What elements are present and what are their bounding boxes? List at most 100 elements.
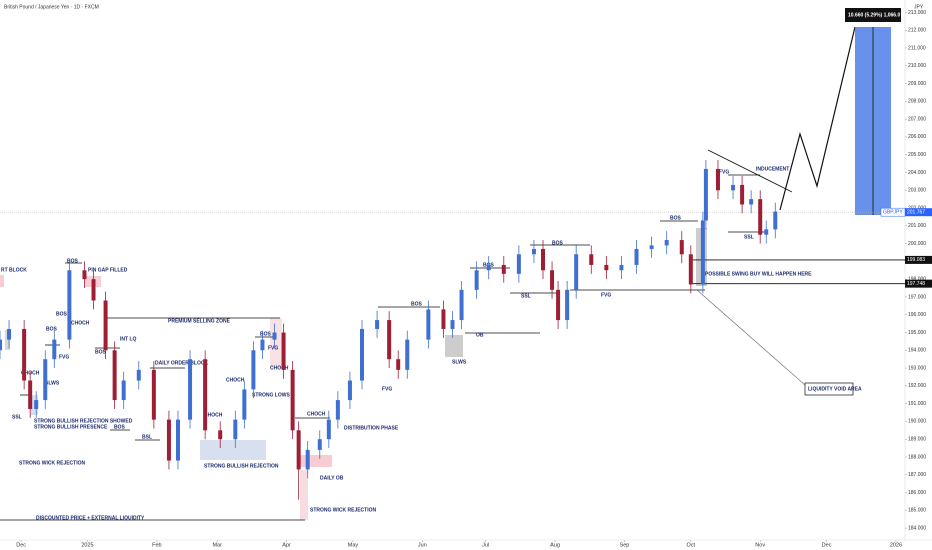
annotation: DISTRIBUTION PHASE: [344, 425, 399, 431]
candle-body: [218, 430, 223, 440]
candle-body: [703, 168, 708, 221]
candle-body: [290, 369, 295, 431]
annotation: PIN GAP FILLED: [88, 267, 128, 273]
candle-body: [664, 240, 669, 246]
y-tick-label: 188.000: [908, 454, 926, 460]
candle-body: [305, 449, 310, 470]
y-tick-label: 208.000: [908, 99, 926, 105]
candle-body: [233, 419, 238, 440]
candle-body: [773, 211, 778, 230]
price-tag-label: 197.748: [907, 281, 925, 287]
candle-body: [242, 389, 247, 420]
annotation: CHOCH: [307, 411, 326, 417]
price-tag-label: 199.083: [907, 257, 925, 263]
candle-body: [34, 400, 39, 409]
y-tick-label: 189.000: [908, 437, 926, 443]
y-tick-label: 206.000: [908, 134, 926, 140]
candle-body: [28, 380, 33, 409]
candle-body: [634, 248, 639, 265]
y-tick-label: 198.000: [908, 276, 926, 282]
annotation: INT LQ: [120, 336, 136, 342]
candle-body: [764, 229, 769, 235]
candle-body: [375, 320, 380, 329]
candle-body: [326, 419, 331, 440]
y-tick-label: 204.000: [908, 170, 926, 176]
annotation: SSL: [12, 414, 22, 420]
candle-body: [405, 339, 410, 370]
candle-body: [281, 332, 286, 370]
candle-body: [43, 359, 48, 401]
label-box: [804, 382, 854, 396]
candle-body: [731, 184, 736, 191]
candle-body: [347, 380, 352, 401]
annotation: SSL: [744, 234, 754, 240]
annotations: RT BLOCK SSL CHOCH SLWS FVG BOS BOS CHOC…: [1, 12, 900, 521]
annotation: BOS: [670, 215, 682, 221]
candle-body: [251, 350, 256, 390]
candle-body: [740, 184, 745, 205]
zone: [5, 330, 10, 350]
candle-body: [541, 248, 545, 271]
candle-body: [574, 254, 579, 290]
annotation: STRONG WICK REJECTION: [310, 507, 377, 513]
y-tick-label: 194.000: [908, 348, 926, 354]
annotation: STRONG WICK REJECTION: [19, 460, 86, 466]
candle-body: [91, 279, 96, 301]
y-tick-label: 212.000: [908, 28, 926, 34]
candle-body: [688, 254, 693, 285]
x-tick-label: Mar: [212, 542, 222, 548]
annotation: STRONG BULLISH REJECTION: [204, 463, 279, 469]
candle-body: [67, 270, 72, 340]
candle-body: [22, 328, 27, 381]
annotation: FVG: [719, 169, 729, 175]
y-tick-label: 209.000: [908, 81, 926, 87]
y-tick-label: 185.000: [908, 508, 926, 514]
annotation: DISCOUNTED PRICE + EXTERNAL LIQUIDITY: [36, 515, 145, 521]
candle-body: [604, 264, 609, 271]
candle-body: [82, 270, 87, 280]
candle-body: [474, 270, 479, 290]
candle-body: [516, 254, 521, 274]
x-tick-label: Feb: [152, 542, 161, 548]
y-tick-label: 213.000: [908, 10, 926, 16]
annotation: DAILY OB: [320, 475, 344, 481]
annotation: RT BLOCK: [1, 267, 27, 273]
candle-body: [589, 254, 594, 265]
annotation: OB: [476, 332, 484, 338]
zone: [300, 455, 332, 467]
candle-body: [188, 359, 193, 420]
candle-body: [103, 300, 108, 351]
zone: [270, 318, 282, 368]
annotation: BSL: [142, 434, 152, 440]
symbol-label: GBPJPY: [883, 210, 903, 216]
x-tick-label: Oct: [687, 542, 696, 548]
x-tick-label: Jul: [482, 542, 489, 548]
annotation: FVG: [601, 292, 611, 298]
y-tick-label: 187.000: [908, 472, 926, 478]
y-tick-label: 210.000: [908, 63, 926, 69]
annotation: BOS: [46, 326, 58, 332]
zone: [30, 395, 38, 415]
annotation: STRONG BULLISH PRESENCE: [34, 424, 108, 430]
y-tick-label: 205.000: [908, 152, 926, 158]
annotation: CHOCH: [226, 377, 245, 383]
annotation: SSL: [521, 293, 531, 299]
x-tick-label: Nov: [755, 542, 765, 548]
y-tick-label: 186.000: [908, 490, 926, 496]
annotation: BOS: [552, 240, 564, 246]
x-tick-label: Apr: [282, 542, 291, 548]
candle-body: [203, 359, 208, 431]
candle-body: [531, 248, 536, 255]
x-tick-label: Dec: [822, 542, 832, 548]
price-tag: [905, 208, 932, 217]
x-tick-label: May: [348, 542, 359, 548]
candle-body: [758, 199, 763, 235]
candle-body: [715, 168, 720, 191]
annotation: SLWS: [45, 380, 60, 386]
y-tick-label: 190.000: [908, 419, 926, 425]
candle-body: [619, 264, 624, 271]
currency-label: JPY: [914, 4, 924, 10]
measure-box: [845, 8, 901, 22]
annotation: BOS: [67, 258, 79, 264]
